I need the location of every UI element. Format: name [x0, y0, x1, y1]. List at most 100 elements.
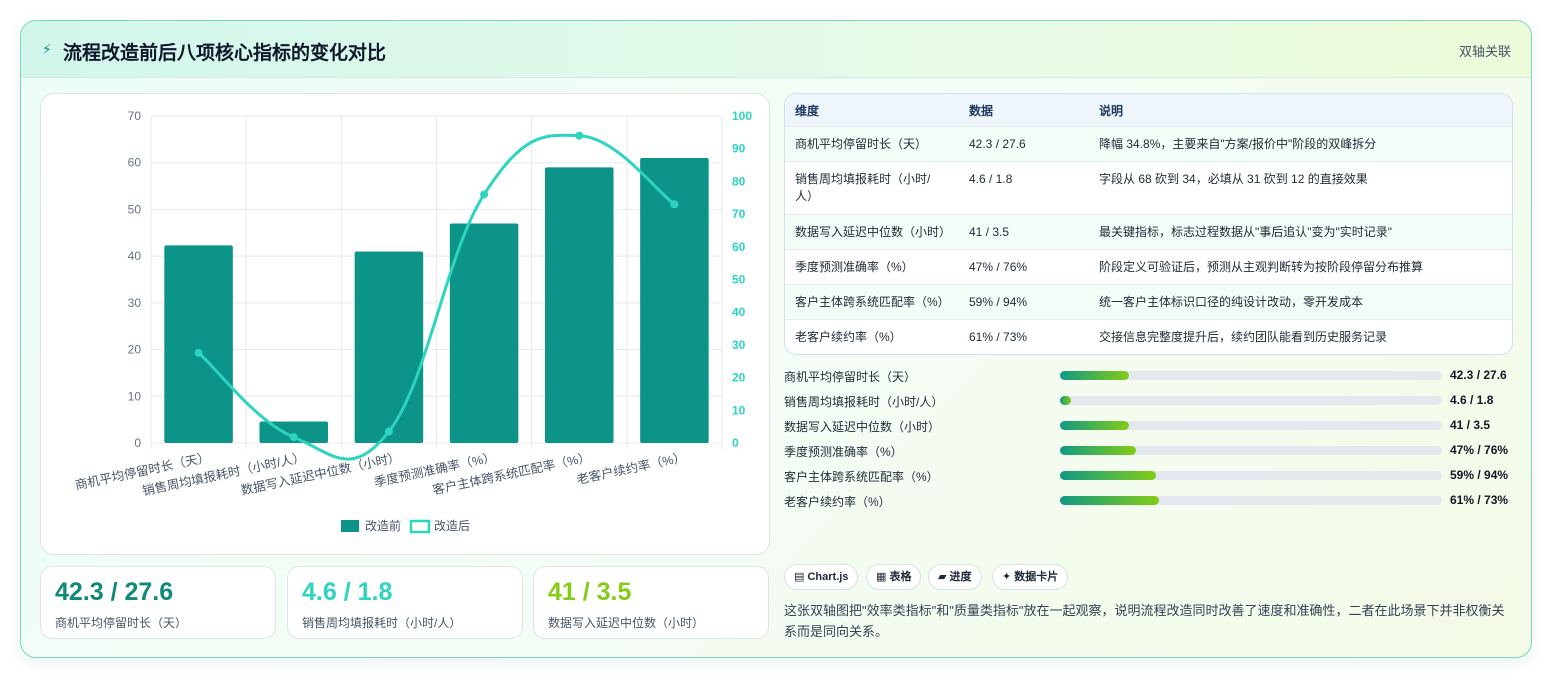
- kpi-label: 商机平均停留时长（天）: [55, 616, 188, 630]
- kpi-value: 4.6 / 1.8: [302, 578, 393, 606]
- kpi-card-write-latency: 41 / 3.5 数据写入延迟中位数（小时）: [533, 566, 769, 639]
- table-row: 季度预测准确率（%） 47% / 76% 阶段定义可验证后，预测从主观判断转为按…: [785, 250, 1512, 285]
- y-tick-right: 90: [732, 142, 746, 156]
- progress-track: [1060, 396, 1442, 405]
- table-cell-note: 字段从 68 砍到 34，必填从 31 砍到 12 的直接效果: [1099, 172, 1368, 186]
- legend-label-before: 改造前: [365, 518, 401, 533]
- table-row: 商机平均停留时长（天） 42.3 / 27.6 降幅 34.8%，主要来自"方案…: [785, 127, 1512, 162]
- progress-value: 41 / 3.5: [1450, 418, 1491, 432]
- y-tick-left: 60: [128, 156, 142, 170]
- y-tick-right: 100: [732, 109, 752, 123]
- table-icon: ▦: [876, 571, 887, 583]
- progress-fill: [1060, 396, 1072, 405]
- header-tag: 双轴关联: [1458, 44, 1511, 59]
- y-tick-right: 80: [732, 174, 746, 188]
- x-tick-label: 数据写入延迟中位数（小时）: [239, 449, 401, 497]
- table-row: 数据写入延迟中位数（小时） 41 / 3.5 最关键指标，标志过程数据从"事后追…: [785, 215, 1512, 250]
- table-cell-data: 42.3 / 27.6: [969, 137, 1026, 151]
- table-cell-note: 统一客户主体标识口径的纯设计改动，零开发成本: [1099, 295, 1364, 309]
- sparkle-icon: ✦: [1002, 571, 1012, 583]
- table-header-data: 数据: [969, 104, 994, 118]
- progress-label: 数据写入延迟中位数（小时）: [784, 420, 941, 434]
- table-cell-data: 59% / 94%: [969, 295, 1028, 309]
- table-cell-note: 阶段定义可验证后，预测从主观判断转为按阶段停留分布推算: [1099, 260, 1424, 274]
- table-cell-dimension: 客户主体跨系统匹配率（%）: [795, 295, 950, 309]
- progress-fill: [1060, 371, 1129, 380]
- table-cell-note: 最关键指标，标志过程数据从"事后追认"变为"实时记录": [1099, 225, 1393, 239]
- table-row: 老客户续约率（%） 61% / 73% 交接信息完整度提升后，续约团队能看到历史…: [785, 320, 1512, 354]
- table-cell-data: 47% / 76%: [969, 260, 1028, 274]
- kpi-card-stay-duration: 42.3 / 27.6 商机平均停留时长（天）: [40, 566, 276, 639]
- legend-swatch-before: [341, 520, 359, 532]
- legend-swatch-after: [409, 519, 431, 534]
- table-row: 销售周均填报耗时（小时/人） 4.6 / 1.8 字段从 68 砍到 34，必填…: [785, 162, 1512, 215]
- progress-track: [1060, 421, 1442, 430]
- summary-text: 这张双轴图把"效率类指标"和"质量类指标"放在一起观察，说明流程改造同时改善了速…: [784, 603, 1505, 639]
- table-header-note: 说明: [1099, 104, 1124, 118]
- table-cell-dimension: 老客户续约率（%）: [795, 330, 902, 344]
- y-tick-right: 60: [732, 240, 746, 254]
- legend-label-after: 改造后: [434, 519, 470, 533]
- y-tick-right: 30: [732, 338, 746, 352]
- page-title: 流程改造前后八项核心指标的变化对比: [63, 43, 387, 64]
- y-tick-left: 10: [128, 389, 142, 403]
- table-cell-dimension: 季度预测准确率（%）: [795, 260, 914, 274]
- line-after: [197, 133, 676, 461]
- y-tick-right: 10: [732, 403, 746, 417]
- dual-axis-chart: 0 10 20 30 40 50 60 70 0 10 20 30 40 50 60 70 80 90 100 商机平…: [40, 93, 770, 555]
- y-tick-right: 70: [732, 207, 746, 221]
- dashboard-card: ⚡ 流程改造前后八项核心指标的变化对比 双轴关联 0 10 20 30 40 50 60 70…: [20, 20, 1532, 658]
- bar-before: [640, 158, 709, 443]
- bar-before: [449, 223, 519, 443]
- progress-label: 商机平均停留时长（天）: [784, 370, 917, 384]
- y-tick-left: 40: [128, 249, 142, 263]
- kpi-label: 销售周均填报耗时（小时/人）: [302, 616, 462, 630]
- chip-data-card[interactable]: ✦ 数据卡片: [992, 564, 1069, 590]
- progress-fill: [1060, 421, 1129, 430]
- point-after: [575, 131, 584, 140]
- x-tick-label: 客户主体跨系统匹配率（%）: [431, 449, 592, 497]
- chip-chartjs[interactable]: ▤ Chart.js: [784, 564, 859, 590]
- progress-label: 季度预测准确率（%）: [784, 445, 903, 459]
- table-header-row: 维度 数据 说明: [785, 94, 1512, 127]
- progress-row: 销售周均填报耗时（小时/人） 4.6 / 1.8: [784, 391, 1514, 411]
- point-after: [384, 427, 393, 436]
- progress-value: 61% / 73%: [1450, 493, 1509, 507]
- chip-progress[interactable]: ▰ 进度: [928, 564, 982, 590]
- bar-before: [354, 251, 424, 443]
- table-cell-note: 交接信息完整度提升后，续约团队能看到历史服务记录: [1099, 330, 1388, 344]
- progress-label: 销售周均填报耗时（小时/人）: [784, 395, 944, 409]
- progress-value: 59% / 94%: [1450, 468, 1509, 482]
- y-tick-left: 50: [128, 202, 142, 216]
- kpi-value: 42.3 / 27.6: [55, 578, 174, 606]
- x-tick-label: 销售周均填报耗时（小时/人）: [141, 449, 306, 498]
- chip-label: 表格: [889, 571, 912, 583]
- chip-table[interactable]: ▦ 表格: [866, 564, 922, 590]
- bar-before: [544, 167, 614, 443]
- progress-label: 客户主体跨系统匹配率（%）: [784, 470, 939, 484]
- table-cell-dimension: 数据写入延迟中位数（小时）: [795, 225, 952, 239]
- point-after: [289, 433, 298, 442]
- kpi-label: 数据写入延迟中位数（小时）: [548, 616, 705, 630]
- chip-label: Chart.js: [807, 571, 849, 583]
- progress-row: 老客户续约率（%） 61% / 73%: [784, 491, 1514, 511]
- bar-before: [164, 245, 233, 443]
- bolt-icon: ⚡: [42, 41, 52, 57]
- table-cell-dimension: 销售周均填报耗时（小时/人）: [795, 172, 931, 203]
- table-header-dimension: 维度: [795, 104, 820, 118]
- table-cell-data: 4.6 / 1.8: [969, 172, 1013, 186]
- progress-row: 商机平均停留时长（天） 42.3 / 27.6: [784, 366, 1514, 386]
- y-tick-right: 20: [732, 371, 746, 385]
- card-header: ⚡ 流程改造前后八项核心指标的变化对比 双轴关联: [21, 21, 1531, 78]
- progress-track: [1060, 471, 1442, 480]
- metrics-table: 维度 数据 说明 商机平均停留时长（天） 42.3 / 27.6 降幅 34.8…: [784, 93, 1513, 355]
- progress-fill: [1060, 471, 1156, 480]
- table-cell-dimension: 商机平均停留时长（天）: [795, 137, 928, 151]
- kpi-value: 41 / 3.5: [548, 578, 632, 606]
- table-cell-data: 61% / 73%: [969, 330, 1028, 344]
- chip-label: 进度: [949, 571, 972, 583]
- y-tick-right: 0: [732, 436, 739, 450]
- chip-label: 数据卡片: [1014, 571, 1059, 583]
- chart-icon: ▤: [794, 571, 805, 583]
- chart-svg: 0102030405060700102030405060708090100商机平…: [74, 109, 752, 534]
